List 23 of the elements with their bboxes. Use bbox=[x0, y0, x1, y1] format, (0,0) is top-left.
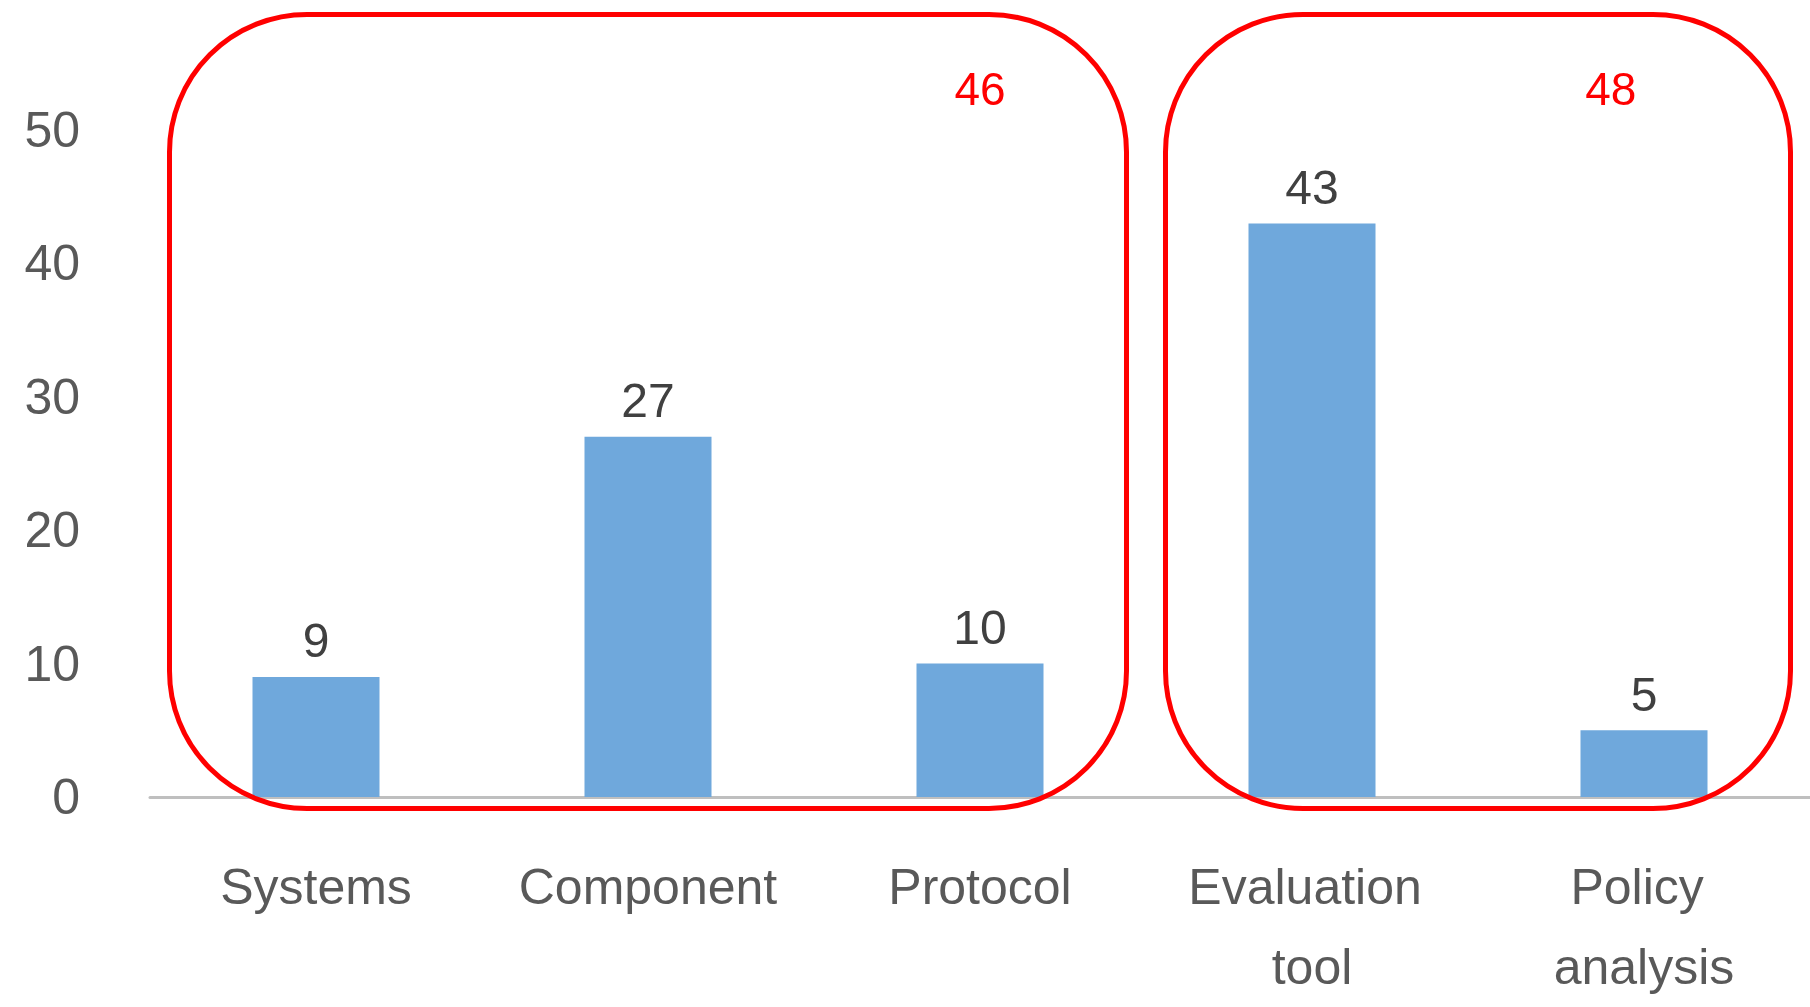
y-tick-label: 40 bbox=[24, 235, 80, 292]
data-label: 43 bbox=[1285, 160, 1339, 214]
annotation: 48 bbox=[1585, 62, 1637, 116]
x-tick-label: Systems bbox=[220, 859, 412, 915]
data-label: 9 bbox=[302, 614, 330, 668]
bar bbox=[1580, 730, 1708, 797]
y-tick-label: 0 bbox=[52, 769, 80, 825]
data-label: 27 bbox=[621, 374, 675, 428]
bar bbox=[916, 663, 1044, 797]
x-tick-label: Evaluation tool bbox=[1188, 859, 1436, 995]
x-tick-label: Policy analysis bbox=[1553, 859, 1735, 995]
y-tick-label: 30 bbox=[24, 368, 80, 425]
x-tick-label: Protocol bbox=[888, 859, 1072, 915]
y-tick-label: 10 bbox=[24, 635, 80, 692]
bar bbox=[584, 436, 712, 797]
annotation: 46 bbox=[954, 62, 1006, 116]
bar bbox=[1248, 223, 1376, 797]
bar bbox=[252, 676, 380, 797]
y-tick-label: 20 bbox=[24, 502, 80, 559]
y-tick-label: 50 bbox=[24, 102, 80, 159]
x-tick-label: Component bbox=[518, 859, 778, 915]
data-label: 10 bbox=[953, 601, 1007, 655]
data-label: 5 bbox=[1630, 667, 1658, 721]
